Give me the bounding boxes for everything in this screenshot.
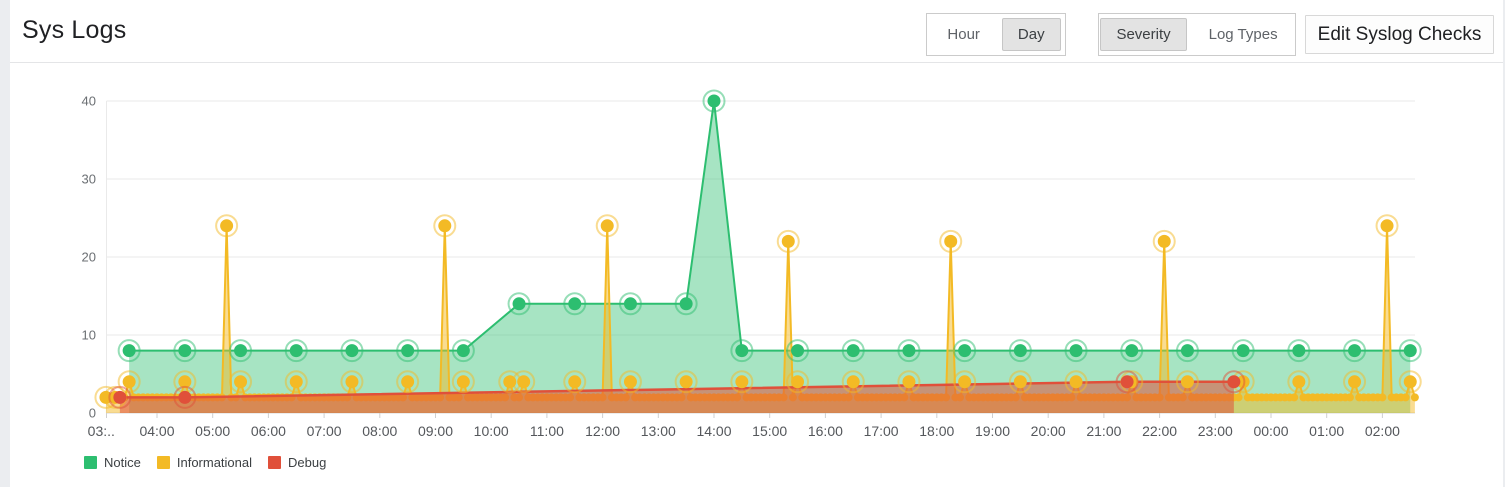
- legend-swatch-informational: [156, 456, 170, 469]
- svg-text:15:00: 15:00: [752, 423, 787, 439]
- svg-text:03:..: 03:..: [88, 423, 115, 439]
- svg-text:02:00: 02:00: [1365, 423, 1400, 439]
- svg-text:14:00: 14:00: [696, 423, 731, 439]
- svg-text:21:00: 21:00: [1086, 423, 1121, 439]
- chart-legend: Notice Informational Debug: [84, 455, 342, 470]
- svg-text:01:00: 01:00: [1309, 423, 1344, 439]
- svg-text:23:00: 23:00: [1198, 423, 1233, 439]
- svg-text:07:00: 07:00: [307, 423, 342, 439]
- svg-text:09:00: 09:00: [418, 423, 453, 439]
- toggle-option-log-types[interactable]: Log Types: [1208, 26, 1278, 43]
- legend-label: Debug: [288, 455, 327, 470]
- svg-text:20: 20: [82, 250, 96, 265]
- legend-swatch-notice: [84, 456, 97, 469]
- legend-item-debug[interactable]: Debug: [268, 455, 326, 470]
- toggle-option-severity[interactable]: Severity: [1100, 18, 1187, 51]
- svg-text:0: 0: [89, 406, 96, 421]
- toggle-option-day[interactable]: Day: [1001, 18, 1061, 51]
- legend-swatch-debug: [268, 456, 282, 469]
- edit-syslog-checks-button[interactable]: Edit Syslog Checks: [1305, 15, 1494, 54]
- sys-logs-card: Sys Logs Hour Day Severity Log Types Edit …: [10, 0, 1503, 487]
- svg-text:18:00: 18:00: [919, 423, 954, 439]
- svg-text:22:00: 22:00: [1142, 423, 1177, 439]
- svg-text:12:00: 12:00: [585, 423, 620, 439]
- svg-text:10:00: 10:00: [474, 423, 509, 439]
- svg-text:06:00: 06:00: [251, 423, 286, 439]
- svg-text:08:00: 08:00: [362, 423, 397, 439]
- legend-label: Informational: [176, 455, 253, 470]
- svg-text:17:00: 17:00: [864, 423, 899, 439]
- svg-text:16:00: 16:00: [808, 423, 843, 439]
- svg-text:30: 30: [82, 172, 96, 187]
- svg-text:20:00: 20:00: [1031, 423, 1066, 439]
- series-markers: [94, 89, 1422, 409]
- legend-item-notice[interactable]: Notice: [84, 455, 141, 470]
- svg-text:13:00: 13:00: [641, 423, 676, 439]
- svg-text:11:00: 11:00: [530, 423, 564, 439]
- time-range-toggle: Hour Day: [926, 13, 1066, 56]
- legend-label: Notice: [104, 455, 141, 470]
- svg-text:04:00: 04:00: [139, 423, 174, 439]
- svg-text:19:00: 19:00: [975, 423, 1010, 439]
- x-axis: 03:.. 04:00 05:00 06:00 07:00 08:00 09:00 10:00…: [88, 413, 1400, 439]
- svg-text:05:00: 05:00: [195, 423, 230, 439]
- series-debug: [119, 380, 1234, 413]
- svg-text:10: 10: [82, 328, 96, 343]
- svg-text:00:00: 00:00: [1253, 423, 1288, 439]
- header-divider: [10, 62, 1503, 63]
- grouping-toggle: Severity Log Types: [1098, 13, 1296, 56]
- toggle-option-hour[interactable]: Hour: [947, 26, 980, 43]
- legend-item-informational[interactable]: Informational: [156, 455, 253, 470]
- svg-text:40: 40: [82, 94, 96, 109]
- page-title: Sys Logs: [22, 16, 127, 44]
